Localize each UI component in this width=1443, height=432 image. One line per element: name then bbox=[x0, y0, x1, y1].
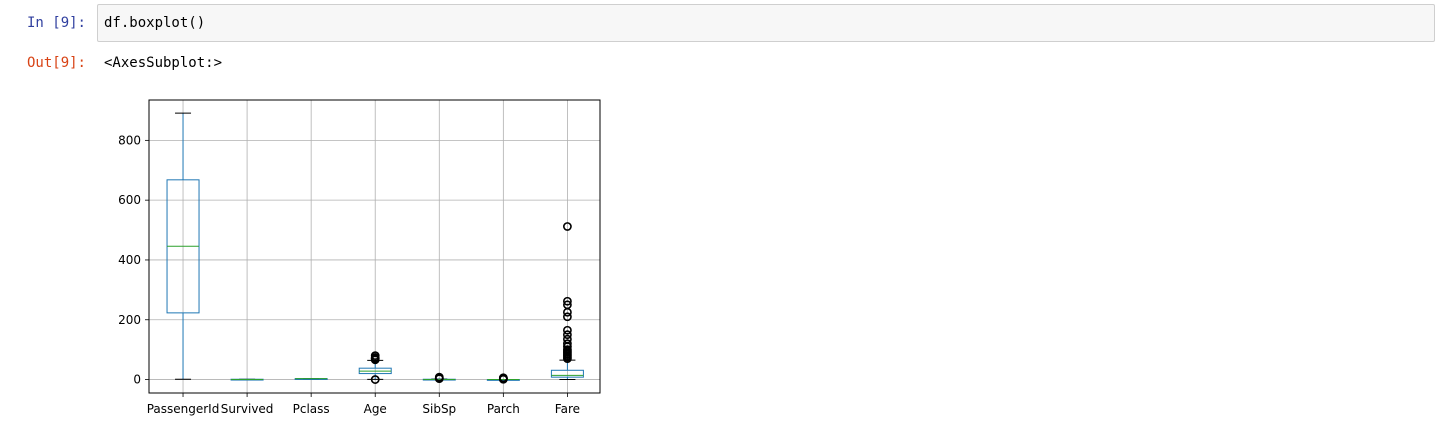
y-tick-label: 400 bbox=[118, 253, 141, 267]
out-prompt: Out[9]: bbox=[26, 55, 86, 71]
x-tick-label: PassengerId bbox=[147, 402, 220, 416]
flier-point bbox=[370, 351, 380, 361]
output-row: Out[9]: bbox=[0, 52, 92, 74]
y-tick-label: 600 bbox=[118, 193, 141, 207]
chart-svg: 0 200 400 600 800 PassengerId Survived Pclass Ag… bbox=[118, 99, 601, 416]
boxplot-chart: 0 200 400 600 800 PassengerId Survived Pclass Ag… bbox=[100, 92, 620, 430]
x-tick-label: Fare bbox=[555, 402, 580, 416]
y-tick-label: 800 bbox=[118, 133, 141, 147]
x-tick-label: SibSp bbox=[422, 402, 456, 416]
flier-point bbox=[563, 300, 572, 310]
flier-point bbox=[563, 222, 572, 231]
y-tick-label: 0 bbox=[133, 373, 141, 387]
flier-point bbox=[563, 345, 572, 355]
flier-point bbox=[563, 330, 572, 340]
axes-frame bbox=[148, 99, 601, 394]
x-tick-label: Pclass bbox=[293, 402, 330, 416]
flier-point bbox=[434, 372, 444, 382]
y-tick-label: 200 bbox=[118, 313, 141, 327]
in-prompt: In [9]: bbox=[26, 15, 86, 31]
input-row: In [9]: bbox=[0, 4, 92, 42]
flier-point bbox=[498, 373, 508, 383]
flier-point bbox=[370, 375, 380, 384]
output-repr: <AxesSubplot:> bbox=[104, 55, 223, 71]
flier-point bbox=[563, 296, 572, 306]
x-tick-label: Parch bbox=[487, 402, 520, 416]
x-tick-label: Age bbox=[364, 402, 387, 416]
code-text: df.boxplot() bbox=[104, 15, 206, 31]
x-tick-label: Survived bbox=[221, 402, 274, 416]
flier-point bbox=[563, 334, 572, 344]
flier-point bbox=[563, 325, 572, 335]
box bbox=[550, 369, 584, 378]
flier-point bbox=[563, 339, 572, 349]
code-input[interactable]: df.boxplot() bbox=[97, 4, 1435, 42]
flier-point bbox=[563, 312, 572, 322]
